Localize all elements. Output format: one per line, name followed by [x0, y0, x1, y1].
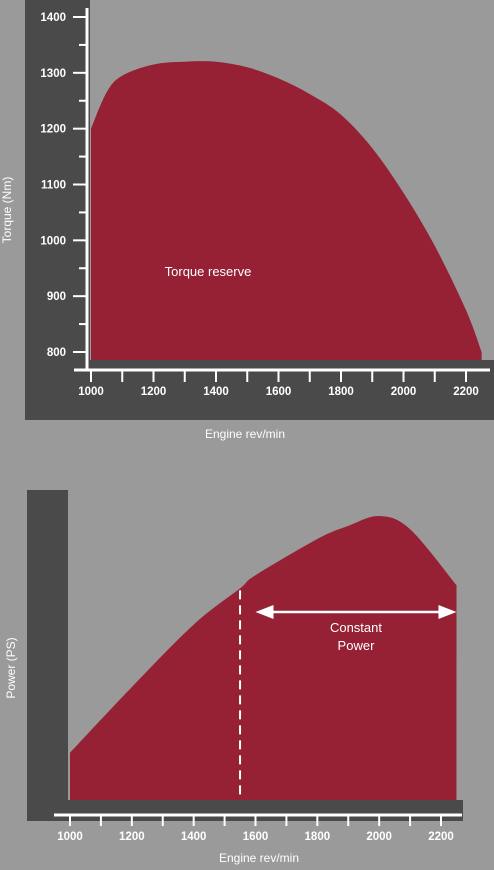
range-arrow-head-left — [255, 605, 274, 619]
torque-area — [91, 61, 482, 360]
torque-x-tick-label: 1800 — [328, 386, 354, 398]
torque-x-axis-title: Engine rev/min — [205, 427, 285, 441]
power-x-tick-label: 1400 — [181, 831, 207, 843]
power-x-tick-label: 1200 — [119, 831, 145, 843]
torque-x-axis: 1000 1200 1400 1600 1800 2000 2200 — [74, 368, 490, 398]
torque-x-tick-label: 1000 — [78, 386, 104, 398]
torque-x-tick-label: 1200 — [141, 386, 167, 398]
torque-chart: Torque reserve 800 900 1000 1100 1200 1300 140… — [0, 0, 494, 441]
power-x-axis-bar — [27, 800, 463, 821]
torque-y-tick-label: 1000 — [40, 235, 66, 247]
torque-x-tick-label: 2200 — [453, 386, 479, 398]
power-x-tick-label: 2000 — [366, 831, 392, 843]
power-x-tick-label: 1000 — [57, 831, 83, 843]
power-area — [70, 515, 457, 800]
power-x-tick-label: 2200 — [428, 831, 454, 843]
torque-x-tick-label: 2000 — [391, 386, 417, 398]
torque-y-tick-label: 1200 — [40, 124, 66, 136]
torque-x-tick-label: 1400 — [203, 386, 229, 398]
power-x-axis-title: Engine rev/min — [219, 851, 299, 865]
power-annotation-line-1: Constant — [330, 620, 382, 635]
torque-y-tick-label: 1400 — [40, 12, 66, 24]
torque-annotation: Torque reserve — [165, 264, 252, 279]
torque-y-tick-label: 1100 — [41, 180, 66, 192]
torque-y-axis: 800 900 1000 1100 1200 1300 1400 — [40, 8, 89, 370]
torque-y-tick-label: 900 — [47, 291, 66, 303]
torque-y-tick-label: 800 — [47, 347, 66, 359]
power-x-tick-label: 1600 — [243, 831, 269, 843]
torque-x-tick-label: 1600 — [266, 386, 292, 398]
torque-y-tick-label: 1300 — [40, 68, 66, 80]
torque-y-axis-title: Torque (Nm) — [0, 177, 14, 244]
range-arrow-head-right — [438, 605, 457, 619]
power-annotation-line-2: Power — [338, 638, 376, 653]
constant-power-range-arrow — [255, 605, 457, 619]
power-x-tick-label: 1800 — [305, 831, 331, 843]
power-y-axis-title: Power (PS) — [4, 637, 18, 698]
power-chart: Constant Power 1000 1200 1400 1600 1800 2000 2… — [4, 490, 463, 865]
power-y-axis-bar — [27, 490, 68, 821]
power-x-axis: 1000 1200 1400 1600 1800 2000 2200 — [54, 813, 462, 843]
